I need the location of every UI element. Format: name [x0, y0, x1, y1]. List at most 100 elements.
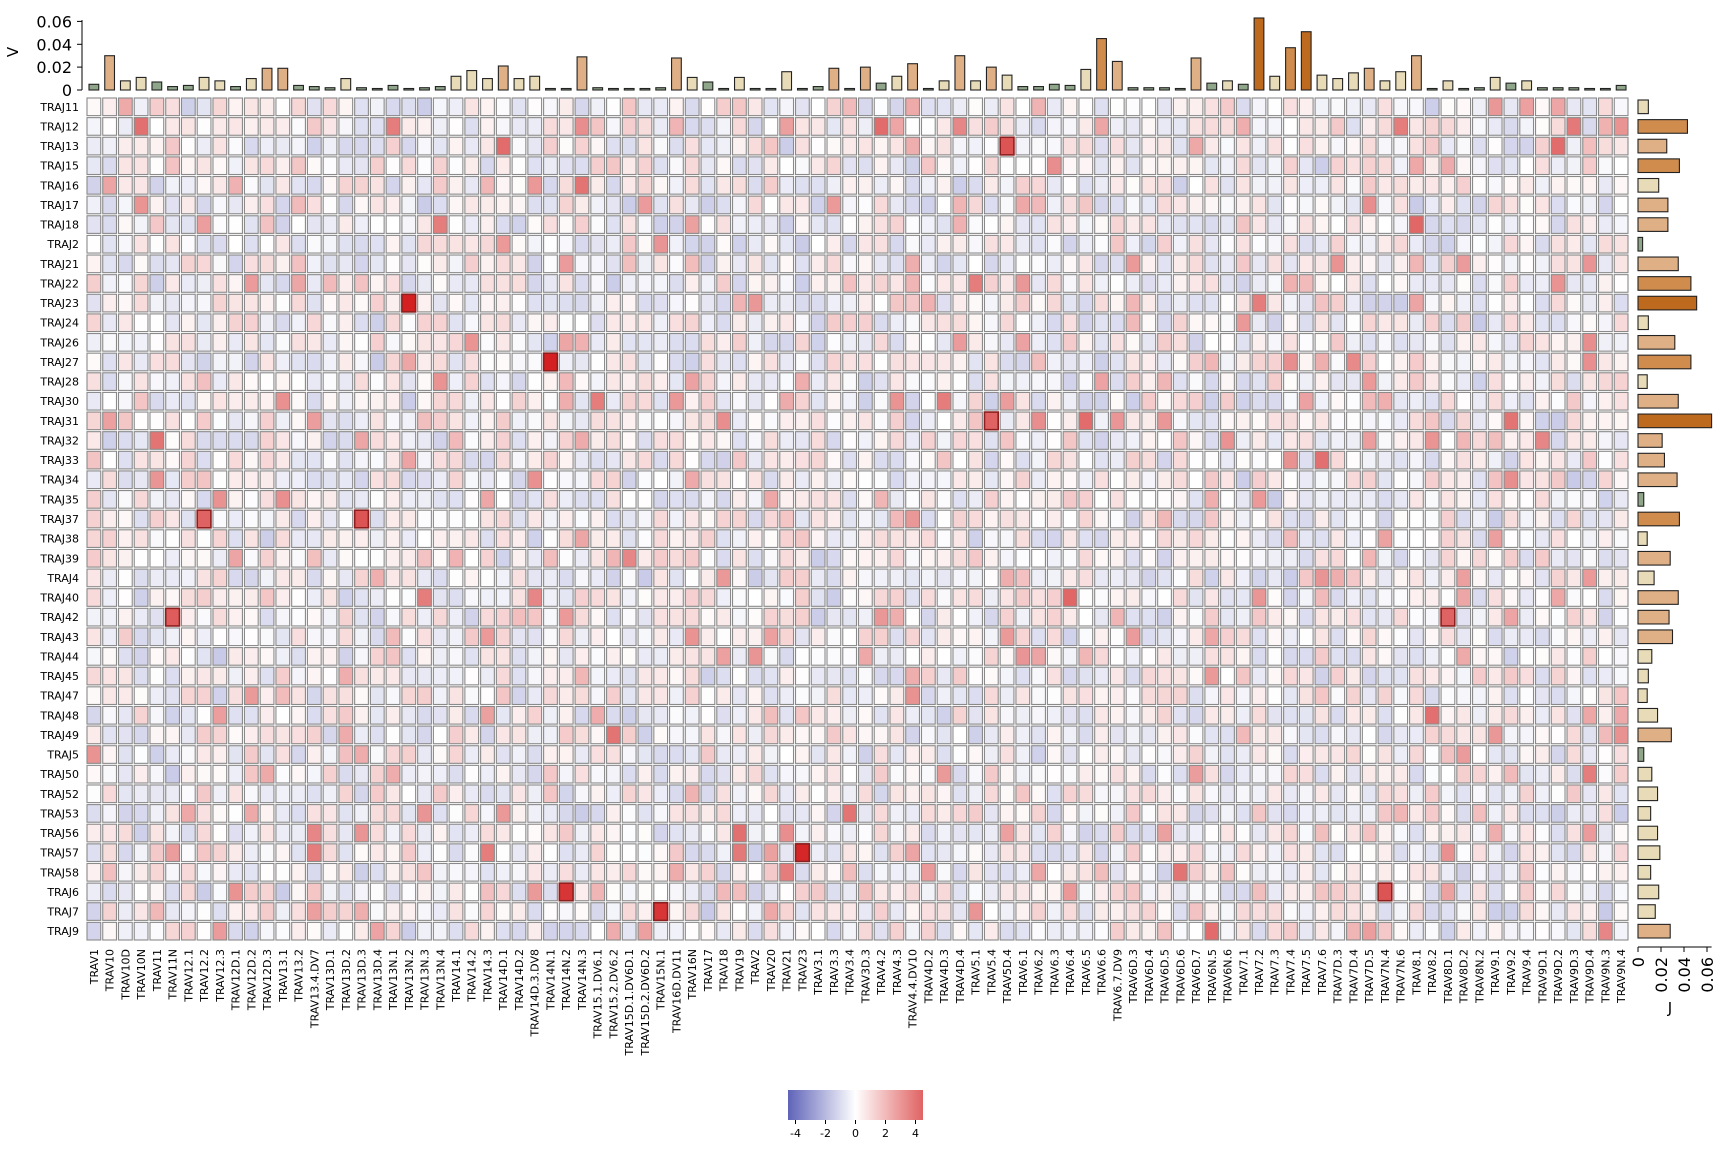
heatmap-cell — [1487, 862, 1503, 882]
heatmap-cell — [291, 843, 306, 863]
heatmap-cell — [1346, 627, 1361, 647]
heatmap-cell — [606, 234, 621, 254]
heatmap-cell — [747, 764, 763, 784]
heatmap-cell — [1361, 372, 1377, 391]
heatmap-cell — [1503, 215, 1519, 234]
heatmap-cell — [1472, 509, 1487, 529]
heatmap-cell — [1472, 352, 1487, 372]
heatmap-cell — [259, 627, 275, 647]
heatmap-cell — [920, 823, 936, 843]
heatmap-cell — [1330, 804, 1346, 823]
row-label: TRAJ22 — [39, 278, 79, 291]
heatmap-cell — [338, 548, 354, 568]
heatmap-cell — [590, 686, 606, 706]
column-label: TRAV13.2 — [293, 949, 306, 1003]
heatmap-cell — [731, 568, 747, 588]
heatmap-cell — [1015, 823, 1031, 843]
heatmap-cell — [149, 725, 165, 745]
heatmap-cell — [889, 666, 905, 686]
heatmap-cell — [558, 745, 574, 764]
heatmap-cell — [448, 745, 464, 764]
heatmap-cell — [432, 175, 448, 195]
heatmap-cell — [448, 666, 464, 686]
heatmap-cell — [1519, 862, 1535, 882]
heatmap-cell — [1062, 548, 1078, 568]
heatmap-cell — [747, 117, 763, 136]
heatmap-cell — [747, 843, 763, 863]
heatmap-cell — [983, 509, 999, 529]
heatmap-cell — [1440, 705, 1456, 725]
heatmap-cell — [1456, 234, 1472, 254]
heatmap-cell — [574, 97, 590, 117]
heatmap-cell — [1094, 725, 1109, 745]
heatmap-cell — [212, 804, 228, 823]
heatmap-cell — [621, 862, 637, 882]
heatmap-cell — [243, 215, 259, 234]
v-usage-bar — [245, 78, 257, 91]
heatmap-cell — [1172, 882, 1188, 902]
row-label: TRAJ56 — [39, 827, 79, 840]
heatmap-cell — [480, 862, 495, 882]
heatmap-cell — [999, 902, 1015, 921]
heatmap-cell — [1519, 391, 1535, 411]
heatmap-cell — [1267, 254, 1283, 274]
heatmap-cell — [291, 627, 306, 647]
heatmap-cell — [1298, 117, 1314, 136]
heatmap-cell — [731, 686, 747, 706]
heatmap-cell — [669, 195, 684, 215]
heatmap-cell — [1534, 882, 1550, 902]
j-usage-bar — [1637, 786, 1659, 802]
heatmap-cell — [369, 234, 385, 254]
heatmap-cell — [306, 509, 322, 529]
heatmap-cell — [684, 215, 700, 234]
heatmap-cell — [842, 156, 858, 176]
heatmap-cell — [133, 175, 149, 195]
heatmap-cell — [1267, 215, 1283, 234]
v-usage-bar — [545, 87, 556, 91]
heatmap-cell — [448, 764, 464, 784]
heatmap-cell — [1220, 548, 1235, 568]
heatmap-cell — [1109, 411, 1125, 431]
heatmap-cell — [794, 332, 810, 352]
heatmap-cell — [1298, 548, 1314, 568]
heatmap-cell — [543, 902, 558, 921]
heatmap-cell — [1503, 627, 1519, 647]
column-label: TRAV14.1 — [450, 949, 463, 1003]
heatmap-cell — [1487, 784, 1503, 804]
heatmap-cell — [1046, 274, 1062, 293]
heatmap-cell — [763, 588, 779, 607]
row-label: TRAJ34 — [39, 474, 79, 487]
heatmap-cell — [716, 450, 732, 470]
heatmap-cell — [669, 509, 684, 529]
heatmap-cell — [338, 666, 354, 686]
heatmap-cell — [1283, 882, 1298, 902]
heatmap-cell — [338, 921, 354, 941]
heatmap-cell — [1361, 862, 1377, 882]
heatmap-cell — [826, 607, 842, 627]
heatmap-cell — [794, 666, 810, 686]
heatmap-cell — [621, 882, 637, 902]
heatmap-cell — [369, 686, 385, 706]
heatmap-cell — [1582, 490, 1598, 509]
heatmap-cell — [527, 588, 543, 607]
heatmap-cell — [354, 745, 369, 764]
heatmap-cell — [354, 274, 369, 293]
heatmap-cell — [149, 490, 165, 509]
heatmap-cell — [212, 332, 228, 352]
heatmap-cell — [1109, 136, 1125, 156]
heatmap-cell — [180, 686, 196, 706]
heatmap-cell — [1503, 862, 1519, 882]
heatmap-cell — [1377, 882, 1393, 902]
heatmap-cell — [1519, 784, 1535, 804]
heatmap-cell — [1534, 921, 1550, 941]
heatmap-cell — [1456, 902, 1472, 921]
heatmap-cell — [1503, 254, 1519, 274]
heatmap-cell — [196, 804, 212, 823]
heatmap-cell — [338, 902, 354, 921]
heatmap-cell — [1361, 764, 1377, 784]
heatmap-cell — [448, 784, 464, 804]
heatmap-cell — [369, 97, 385, 117]
heatmap-cell — [354, 117, 369, 136]
heatmap-cell — [448, 254, 464, 274]
heatmap-cell — [495, 175, 511, 195]
